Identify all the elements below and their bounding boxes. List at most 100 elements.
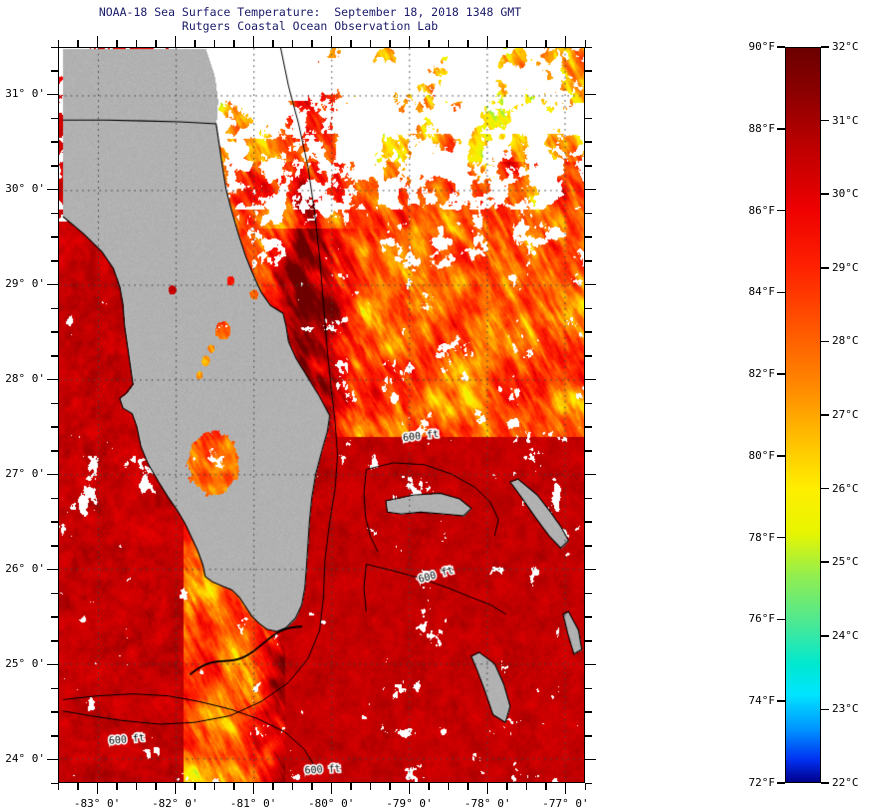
- lat-tick: [51, 355, 58, 357]
- lat-label: 24° 0': [5, 752, 45, 766]
- colorbar-tick-f: [777, 46, 785, 48]
- lat-tick-right: [585, 46, 592, 48]
- lon-tick-top: [57, 40, 59, 47]
- lat-tick: [51, 711, 58, 713]
- lat-tick: [51, 687, 58, 690]
- lat-label: 31° 0': [5, 87, 45, 101]
- lon-label: -83° 0': [73, 797, 121, 810]
- lon-tick: [252, 783, 255, 794]
- lon-tick: [116, 783, 118, 790]
- lon-tick: [408, 783, 411, 794]
- colorbar-label-c: 28°C: [832, 334, 859, 348]
- lat-tick-right: [585, 568, 596, 571]
- colorbar-label-f: 82°F: [748, 367, 776, 381]
- lat-tick: [51, 141, 58, 143]
- colorbar-label-c: 31°C: [832, 113, 859, 127]
- lon-tick: [428, 783, 430, 790]
- lon-tick: [564, 783, 567, 794]
- lat-tick: [51, 117, 58, 120]
- lat-tick-right: [585, 165, 592, 167]
- lat-tick: [47, 473, 58, 476]
- lon-tick-top: [545, 40, 547, 47]
- lat-tick-right: [585, 70, 592, 72]
- lat-tick: [47, 568, 58, 571]
- lon-tick-top: [389, 40, 391, 47]
- lat-tick-right: [585, 735, 592, 737]
- colorbar-label-c: 22°C: [832, 776, 859, 789]
- colorbar-tick-c: [821, 193, 829, 195]
- colorbar-tick-f: [777, 291, 785, 294]
- lat-tick: [51, 212, 58, 215]
- lat-tick-right: [585, 782, 592, 784]
- lon-tick: [467, 783, 469, 790]
- lon-label: -80° 0': [308, 797, 355, 810]
- lat-label: 25° 0': [5, 657, 45, 671]
- colorbar-gradient: [785, 47, 821, 783]
- lon-label: -77° 0': [542, 797, 589, 810]
- lon-tick: [291, 783, 294, 790]
- lat-tick-right: [585, 592, 592, 595]
- colorbar-label-c: 32°C: [832, 40, 859, 53]
- lon-tick: [194, 783, 196, 790]
- lat-tick: [51, 782, 58, 784]
- lat-label: 27° 0': [5, 467, 45, 481]
- colorbar-label-c: 30°C: [832, 187, 859, 201]
- colorbar-label-f: 90°F: [748, 40, 776, 53]
- lat-tick: [51, 402, 58, 405]
- lon-tick: [506, 783, 508, 790]
- colorbar-label-c: 23°C: [832, 702, 859, 716]
- colorbar-label-c: 25°C: [832, 555, 859, 569]
- lat-tick: [51, 165, 58, 167]
- lat-tick-right: [585, 283, 596, 286]
- lat-tick-right: [585, 450, 592, 452]
- title-line-primary: NOAA-18 Sea Surface Temperature: Septemb…: [98, 5, 522, 19]
- lon-label: -82° 0': [151, 797, 199, 810]
- lat-tick-right: [585, 236, 592, 238]
- lat-label: 29° 0': [5, 277, 45, 291]
- lat-tick-right: [585, 355, 592, 357]
- colorbar-label-f: 84°F: [748, 285, 776, 299]
- lon-tick-top: [428, 40, 430, 47]
- colorbar-label-f: 78°F: [748, 530, 776, 544]
- lon-tick: [174, 783, 177, 794]
- lat-tick: [51, 236, 58, 238]
- lat-tick-right: [585, 307, 592, 310]
- lat-tick-right: [585, 212, 592, 215]
- lat-tick-right: [585, 473, 596, 476]
- lat-tick-right: [585, 117, 592, 120]
- colorbar-label-f: 72°F: [748, 776, 776, 789]
- colorbar-tick-f: [777, 782, 785, 784]
- colorbar-label-f: 76°F: [748, 612, 776, 626]
- title-line-secondary: Rutgers Coastal Ocean Observation Lab: [181, 18, 439, 33]
- lat-tick: [51, 592, 58, 595]
- lon-tick-top: [447, 40, 450, 47]
- lon-tick: [233, 783, 235, 790]
- lat-tick-right: [585, 497, 592, 500]
- colorbar-tick-c: [821, 46, 829, 48]
- colorbar-label-f: 88°F: [748, 121, 776, 135]
- lon-tick-top: [291, 40, 294, 47]
- colorbar-tick-c: [821, 414, 829, 416]
- lat-tick-right: [585, 93, 596, 96]
- lat-tick-right: [585, 640, 592, 642]
- lon-tick: [486, 783, 489, 794]
- lon-tick-top: [213, 40, 216, 47]
- lat-tick-right: [585, 331, 592, 333]
- colorbar-label-f: 86°F: [748, 203, 776, 217]
- lat-tick-right: [585, 521, 592, 523]
- lon-tick-top: [467, 40, 469, 47]
- colorbar-tick-c: [821, 340, 829, 343]
- lon-tick-top: [233, 40, 235, 47]
- lat-tick: [51, 521, 58, 523]
- lat-tick-right: [585, 758, 596, 761]
- lat-tick: [51, 497, 58, 500]
- sst-map-panel[interactable]: [58, 47, 585, 783]
- lon-tick-top: [330, 36, 333, 47]
- lon-tick-top: [369, 40, 372, 47]
- colorbar-tick-c: [821, 561, 829, 563]
- lat-tick: [47, 283, 58, 286]
- lon-tick-top: [408, 36, 411, 47]
- lon-tick-top: [194, 40, 196, 47]
- colorbar-tick-f: [777, 618, 785, 621]
- lat-label: 26° 0': [5, 562, 45, 576]
